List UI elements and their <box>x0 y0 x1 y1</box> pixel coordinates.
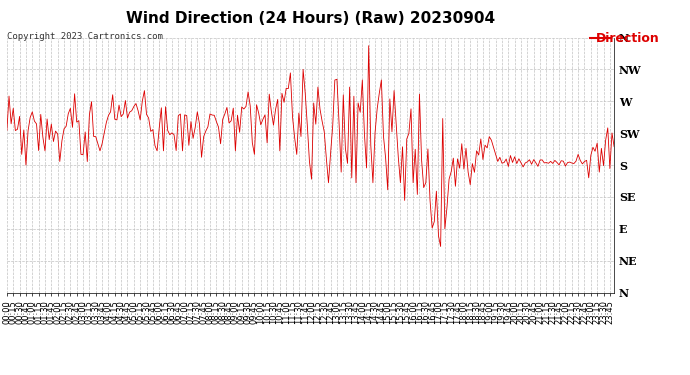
Text: Copyright 2023 Cartronics.com: Copyright 2023 Cartronics.com <box>7 32 163 41</box>
Text: Direction: Direction <box>596 32 660 45</box>
Text: Wind Direction (24 Hours) (Raw) 20230904: Wind Direction (24 Hours) (Raw) 20230904 <box>126 11 495 26</box>
